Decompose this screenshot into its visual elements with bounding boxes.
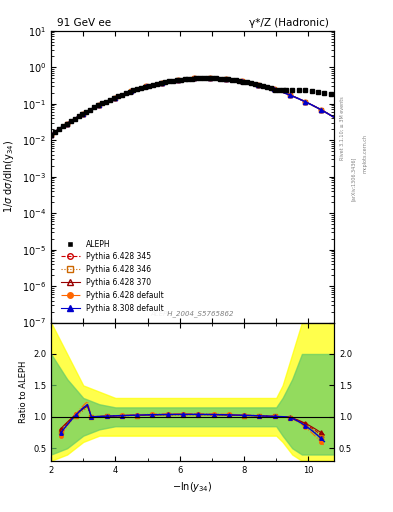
Text: mcplots.cern.ch: mcplots.cern.ch bbox=[363, 134, 368, 173]
Text: [arXiv:1306.3436]: [arXiv:1306.3436] bbox=[351, 157, 356, 201]
Y-axis label: Ratio to ALEPH: Ratio to ALEPH bbox=[18, 360, 28, 423]
Y-axis label: 1/$\sigma$ d$\sigma$/dln(y$_{34}$): 1/$\sigma$ d$\sigma$/dln(y$_{34}$) bbox=[2, 140, 17, 213]
Text: Rivet 3.1.10; ≥ 3M events: Rivet 3.1.10; ≥ 3M events bbox=[340, 96, 344, 160]
Text: ALEPH_2004_S5765862: ALEPH_2004_S5765862 bbox=[151, 310, 234, 317]
Text: 91 GeV ee: 91 GeV ee bbox=[57, 18, 111, 28]
Legend: ALEPH, Pythia 6.428 345, Pythia 6.428 346, Pythia 6.428 370, Pythia 6.428 defaul: ALEPH, Pythia 6.428 345, Pythia 6.428 34… bbox=[58, 237, 167, 316]
X-axis label: $-\ln(y_{34})$: $-\ln(y_{34})$ bbox=[172, 480, 213, 494]
Text: γ*/Z (Hadronic): γ*/Z (Hadronic) bbox=[248, 18, 329, 28]
